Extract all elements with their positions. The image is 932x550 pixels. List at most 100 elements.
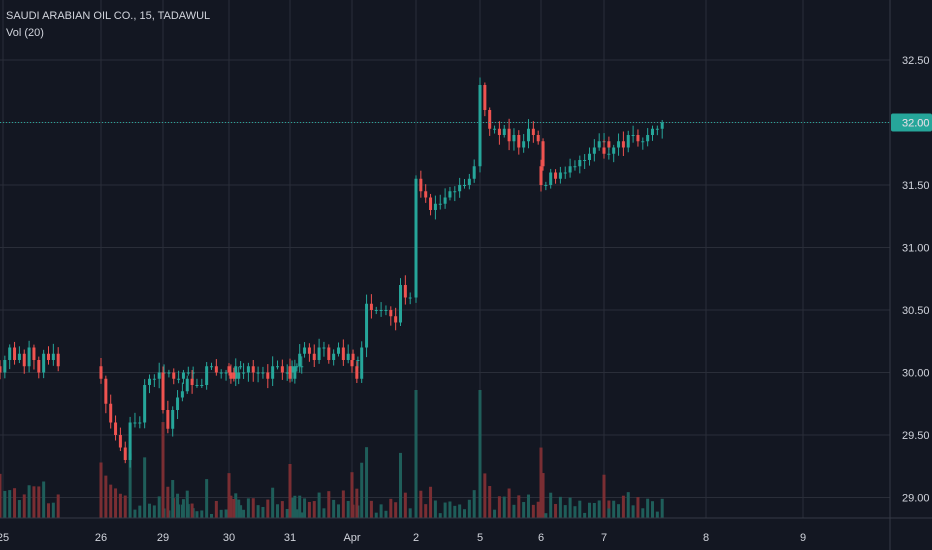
volume-bar [607,508,611,518]
volume-bar [285,508,289,518]
volume-bar [219,509,223,518]
candle-body [597,141,601,148]
candle-body [251,366,255,373]
volume-bar [384,510,388,518]
volume-bar [317,492,321,518]
volume-bar [266,499,270,518]
candle-body [56,353,60,367]
candle-body [157,372,161,379]
candle-body [171,410,175,429]
volume-bar [646,498,650,518]
volume-bar [288,463,292,518]
candle-body [408,297,412,299]
candle-body [295,366,299,368]
candle-body [22,353,26,367]
volume-bar [507,488,511,518]
volume-bar [394,502,398,518]
volume-bar [573,506,577,518]
volume-bar [210,513,213,518]
candle-body [239,366,243,368]
volume-bar [621,495,625,518]
volume-bar [161,422,165,518]
volume-bar [251,498,255,518]
candle-body [573,166,577,168]
volume-bar [414,390,418,518]
volume-bar [276,504,279,518]
candle-body [641,141,645,143]
candle-body [493,128,497,130]
volume-bar [22,494,26,518]
volume-bar [8,490,12,518]
volume-bar [563,505,567,518]
candle-body [660,122,664,129]
price-axis[interactable]: 29.00 29.50 30.00 30.50 31.00 31.50 32.00 32.50 [889,0,930,550]
candle-body [138,422,142,424]
candle-body [205,366,209,385]
volume-bar [99,462,103,518]
candle-body [280,366,284,373]
volume-indicator-label[interactable]: Vol (20) [6,27,44,39]
candle-body [384,310,388,311]
candle-body [143,385,147,423]
last-price-tag [891,113,932,132]
volume-bar [303,498,307,518]
volume-bar [143,457,147,518]
candle-body [128,422,132,460]
candle-body [374,310,378,311]
volume-bar [541,473,545,518]
volume-bar [467,499,471,518]
candle-body [438,203,442,205]
volume-bar [522,502,526,518]
volume-bar [332,499,336,518]
candle-body [181,372,185,379]
candle-body [214,366,218,373]
volume-bar [295,509,299,518]
volume-bar [554,503,558,518]
volume-bar [104,475,108,518]
time-tick-label: 29 [157,532,169,544]
volume-bar [157,496,161,518]
candle-body [180,391,184,398]
volume-bar [232,498,236,518]
candle-body [219,372,223,374]
candle-body [578,160,582,167]
candle-body [360,347,364,379]
volume-bar [298,495,302,518]
volume-bar [448,501,452,518]
volume-bar [239,505,243,518]
volume-bar [497,496,501,518]
candle-body [148,378,151,385]
volume-bar [195,511,199,518]
volume-bar [237,499,241,518]
volume-bar [539,447,543,518]
volume-bar [443,502,447,518]
time-axis[interactable]: 2526293031Apr256789 [0,517,932,544]
last-price-label: 32.00 [902,118,930,130]
candle-body [237,372,241,379]
candle-body [172,372,176,379]
volume-bar [453,505,457,518]
candle-body [607,141,611,148]
volume-bar [408,508,412,518]
candle-body [369,303,373,310]
volume-bar [399,452,402,518]
candle-body [621,141,625,148]
candle-body [133,422,137,424]
price-tick-label: 32.00 [902,118,930,130]
volume-bar [517,495,521,518]
candle-body [592,147,596,154]
candle-body [256,372,260,374]
volume-bar [429,486,433,518]
volume-bar [280,501,284,518]
candle-body [612,147,616,154]
volume-bar [133,509,137,518]
candle-body [303,347,307,354]
candle-body [341,347,345,360]
candle-body [379,310,383,311]
chart-legend: SAUDI ARABIAN OIL CO., 15, TADAWUL Vol (… [6,8,210,42]
volume-bar [419,490,423,518]
symbol-title[interactable]: SAUDI ARABIAN OIL CO., 15, TADAWUL [6,10,211,22]
price-tick-label: 32.50 [902,55,930,67]
volume-bar [369,500,373,518]
